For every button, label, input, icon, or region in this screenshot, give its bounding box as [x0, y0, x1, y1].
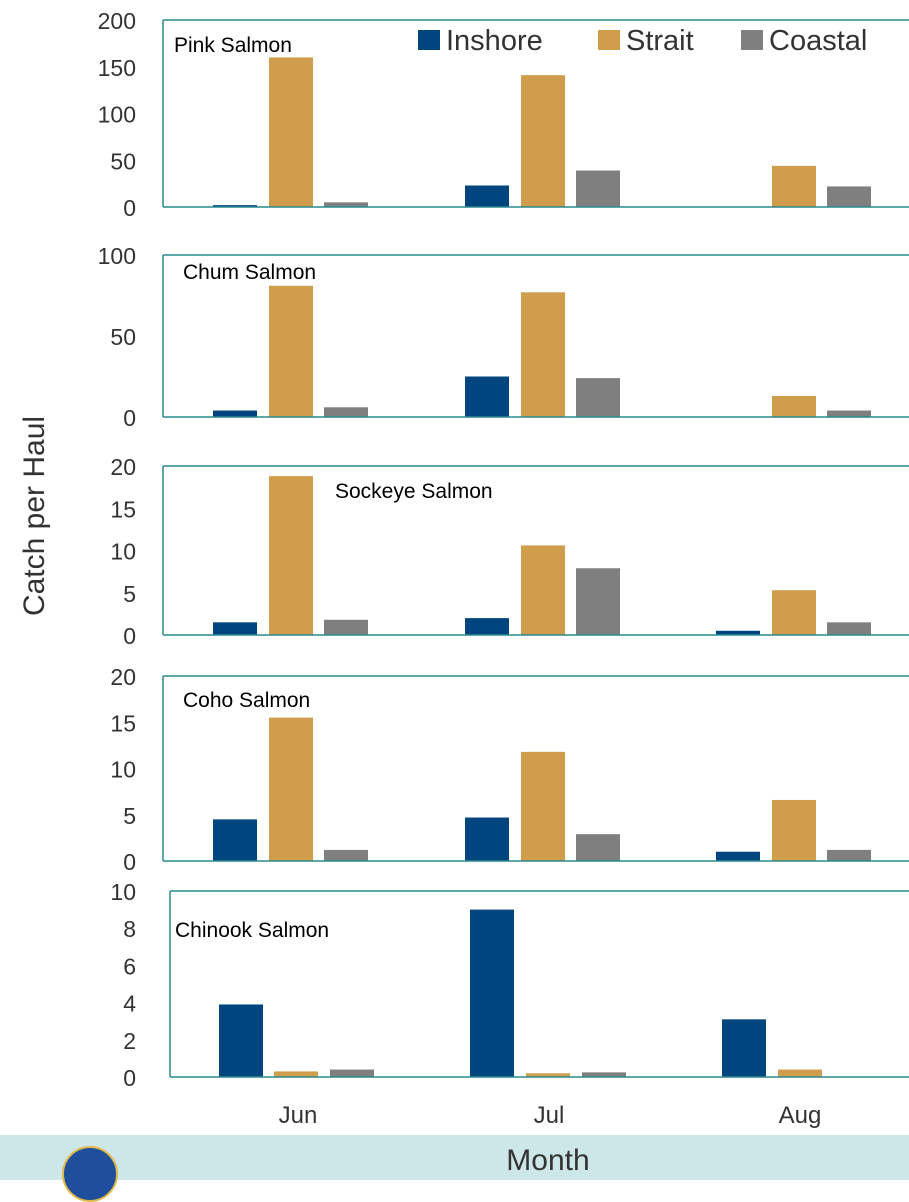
panel-1-bar-coastal-jul: [576, 170, 620, 207]
panel-2-bar-coastal-jul: [576, 378, 620, 417]
panel-2-bar-strait-jun: [269, 285, 313, 417]
panel-1-y-tick-label: 150: [98, 55, 136, 81]
panel-3-bar-coastal-jul: [576, 568, 620, 635]
panel-2-bar-inshore-jul: [465, 376, 509, 417]
panel-1-bar-strait-jun: [269, 57, 313, 208]
panel-1-y-tick-label: 200: [98, 8, 136, 34]
panel-4-y-tick-label: 0: [123, 849, 136, 875]
panel-2-bar-coastal-aug: [827, 410, 871, 417]
panel-3-bar-strait-jun: [269, 476, 313, 635]
footer-band: [0, 1135, 909, 1180]
legend-label-inshore: Inshore: [446, 25, 543, 57]
panel-3-bar-coastal-jun: [324, 619, 368, 635]
panel-5-bar-strait-jun: [274, 1071, 318, 1077]
panel-3-bar-coastal-aug: [827, 622, 871, 635]
panel-4-bar-inshore-aug: [716, 851, 760, 861]
panel-2-y-tick-label: 100: [98, 243, 136, 269]
panel-1-bar-coastal-jun: [324, 202, 368, 207]
panel-3-y-tick-label: 10: [110, 539, 136, 565]
panel-1-bar-strait-jul: [521, 75, 565, 207]
panel-3-bar-inshore-jul: [465, 618, 509, 635]
panel-4-bar-coastal-jun: [324, 849, 368, 861]
panel-3-y-tick-label: 0: [123, 623, 136, 649]
panel-4-bar-inshore-jun: [213, 819, 257, 861]
panel-5-bar-inshore-jul: [470, 909, 514, 1077]
panel-1-y-tick-label: 100: [98, 102, 136, 128]
panel-5-bar-inshore-aug: [722, 1019, 766, 1077]
panel-1-bar-inshore-jun: [213, 205, 257, 207]
panel-3-title: Sockeye Salmon: [335, 480, 493, 503]
panel-3-bar-inshore-jun: [213, 622, 257, 635]
legend-label-coastal: Coastal: [769, 25, 867, 57]
panel-5-y-tick-label: 8: [123, 916, 136, 942]
panel-3-bar-strait-jul: [521, 545, 565, 635]
x-tick-label-aug: Aug: [779, 1102, 822, 1129]
panel-2-title: Chum Salmon: [183, 261, 316, 284]
panel-2-bar-inshore-jun: [213, 410, 257, 417]
panel-1-bar-inshore-jul: [465, 185, 509, 207]
panel-4-bar-strait-aug: [772, 799, 816, 861]
panel-4-title: Coho Salmon: [183, 689, 310, 712]
x-tick-label-jul: Jul: [534, 1102, 565, 1129]
legend-swatch-inshore: [418, 30, 440, 50]
panel-5-bar-strait-jul: [526, 1073, 570, 1077]
panel-2-bar-strait-aug: [772, 395, 816, 417]
panel-4-bar-strait-jul: [521, 751, 565, 861]
panel-4-y-tick-label: 20: [110, 664, 136, 690]
panel-4-y-tick-label: 15: [110, 710, 136, 736]
panel-5-bar-inshore-jun: [219, 1004, 263, 1077]
panel-5-title: Chinook Salmon: [175, 919, 329, 942]
panel-4-bar-strait-jun: [269, 717, 313, 861]
panel-5-y-tick-label: 6: [123, 953, 136, 979]
panel-5-y-tick-label: 4: [123, 991, 136, 1017]
panel-1-y-tick-label: 0: [123, 195, 136, 221]
legend-swatch-coastal: [741, 30, 763, 50]
panel-5-bar-coastal-jun: [330, 1069, 374, 1077]
panel-3-bar-strait-aug: [772, 590, 816, 635]
panel-3-bar-inshore-aug: [716, 630, 760, 635]
panel-2-bar-strait-jul: [521, 292, 565, 417]
panel-4-y-tick-label: 5: [123, 803, 136, 829]
panel-3-y-tick-label: 15: [110, 496, 136, 522]
panel-1-bar-coastal-aug: [827, 186, 871, 207]
panel-1-title: Pink Salmon: [174, 34, 292, 57]
panel-5-bar-coastal-jul: [582, 1072, 626, 1077]
panel-5-y-tick-label: 2: [123, 1028, 136, 1054]
panel-5-bar-strait-aug: [778, 1069, 822, 1077]
panel-5-y-tick-label: 10: [110, 879, 136, 905]
panel-4-bar-coastal-aug: [827, 849, 871, 861]
panel-4-bar-coastal-jul: [576, 834, 620, 861]
y-axis-title: Catch per Haul: [18, 416, 51, 616]
panel-3-y-tick-label: 5: [123, 581, 136, 607]
panel-5-y-tick-label: 0: [123, 1065, 136, 1091]
panel-2-y-tick-label: 0: [123, 405, 136, 431]
x-tick-label-jun: Jun: [279, 1102, 318, 1129]
panel-4-y-tick-label: 10: [110, 757, 136, 783]
panel-1-y-tick-label: 50: [110, 148, 136, 174]
panel-2-y-tick-label: 50: [110, 324, 136, 350]
legend-label-strait: Strait: [626, 25, 694, 57]
panel-2-bar-coastal-jun: [324, 407, 368, 417]
legend-swatch-strait: [598, 30, 620, 50]
panel-1-bar-strait-aug: [772, 165, 816, 207]
panel-3-y-tick-label: 20: [110, 454, 136, 480]
x-axis-title: Month: [506, 1144, 589, 1177]
panel-4-bar-inshore-jul: [465, 817, 509, 861]
